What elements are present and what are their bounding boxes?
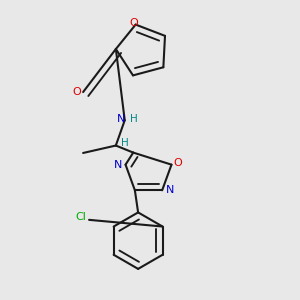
Text: N: N — [165, 185, 174, 195]
Text: H: H — [122, 138, 129, 148]
Text: O: O — [129, 18, 138, 28]
Text: O: O — [72, 87, 81, 97]
Text: O: O — [174, 158, 182, 168]
Text: H: H — [130, 114, 138, 124]
Text: Cl: Cl — [75, 212, 86, 223]
Text: N: N — [114, 160, 122, 170]
Text: N: N — [117, 114, 125, 124]
